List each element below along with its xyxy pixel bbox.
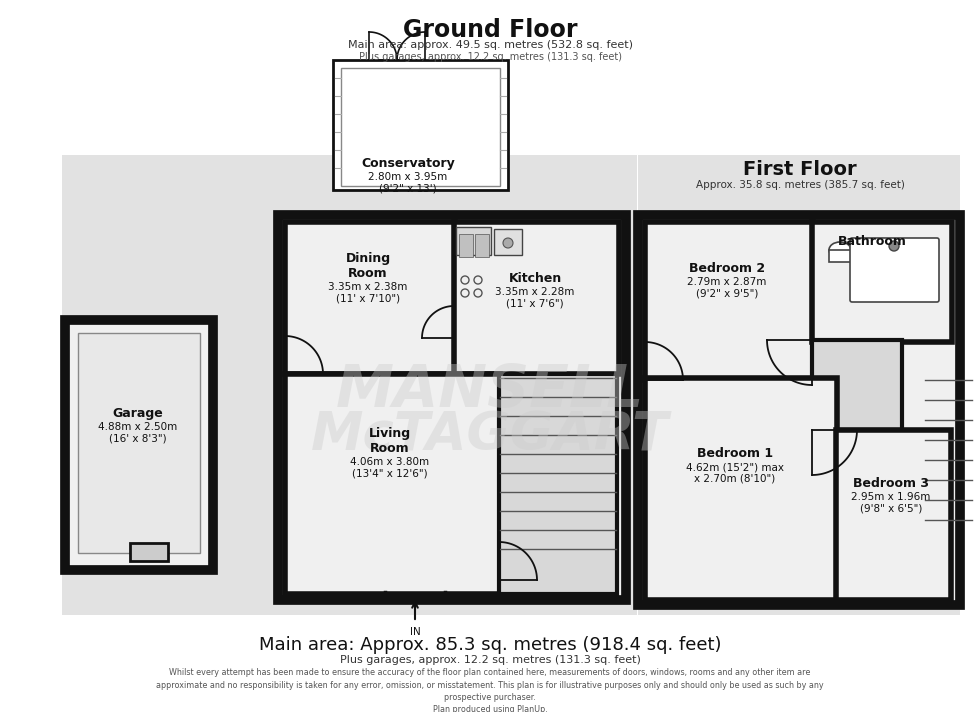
Text: Main area: approx. 49.5 sq. metres (532.8 sq. feet): Main area: approx. 49.5 sq. metres (532.… — [348, 40, 632, 50]
Text: Bedroom 1: Bedroom 1 — [697, 447, 773, 460]
Bar — [333, 60, 508, 190]
Text: 3.35m x 2.28m
(11' x 7'6"): 3.35m x 2.28m (11' x 7'6") — [495, 287, 574, 308]
Circle shape — [503, 238, 513, 248]
Text: 2.79m x 2.87m
(9'2" x 9'5"): 2.79m x 2.87m (9'2" x 9'5") — [687, 277, 766, 298]
Bar — [285, 222, 455, 374]
Bar — [499, 374, 617, 594]
Bar — [645, 378, 837, 600]
Text: 2.80m x 3.95m
(9'2" x 13'): 2.80m x 3.95m (9'2" x 13') — [368, 172, 448, 194]
Text: Bathroom: Bathroom — [838, 235, 906, 248]
Text: McTAGGART: McTAGGART — [311, 409, 669, 461]
Bar — [65, 320, 213, 570]
Text: Garage: Garage — [113, 407, 164, 420]
Text: Main area: Approx. 85.3 sq. metres (918.4 sq. feet): Main area: Approx. 85.3 sq. metres (918.… — [259, 636, 721, 654]
Bar — [278, 215, 626, 600]
FancyBboxPatch shape — [850, 238, 939, 302]
Text: Plus garages, approx. 12.2 sq. metres (131.3 sq. feet): Plus garages, approx. 12.2 sq. metres (1… — [359, 52, 621, 62]
Bar — [812, 222, 952, 342]
Text: 4.62m (15'2") max
x 2.70m (8'10"): 4.62m (15'2") max x 2.70m (8'10") — [686, 462, 784, 483]
Bar — [638, 215, 960, 605]
Text: Kitchen: Kitchen — [509, 272, 562, 285]
Bar — [829, 250, 851, 262]
Text: 3.35m x 2.38m
(11' x 7'10"): 3.35m x 2.38m (11' x 7'10") — [328, 282, 408, 303]
Bar — [285, 374, 500, 594]
Bar — [459, 234, 473, 257]
Bar — [341, 68, 500, 186]
Text: 4.88m x 2.50m
(16' x 8'3"): 4.88m x 2.50m (16' x 8'3") — [98, 422, 177, 444]
Ellipse shape — [829, 242, 851, 258]
Text: Bedroom 3: Bedroom 3 — [853, 477, 929, 490]
Text: Bedroom 2: Bedroom 2 — [689, 262, 765, 275]
Text: Living
Room: Living Room — [368, 427, 411, 455]
Bar — [130, 543, 168, 561]
Bar — [812, 340, 902, 430]
Bar — [456, 227, 491, 255]
Bar — [645, 222, 813, 380]
Bar — [78, 333, 200, 553]
Circle shape — [889, 241, 899, 251]
Bar — [475, 234, 489, 257]
Text: Ground Floor: Ground Floor — [403, 18, 577, 42]
Bar — [836, 430, 951, 600]
Bar — [638, 155, 960, 615]
Text: First Floor: First Floor — [743, 160, 857, 179]
Text: 4.06m x 3.80m
(13'4" x 12'6"): 4.06m x 3.80m (13'4" x 12'6") — [351, 457, 429, 478]
Text: Conservatory: Conservatory — [361, 157, 455, 170]
Text: 2.95m x 1.96m
(9'8" x 6'5"): 2.95m x 1.96m (9'8" x 6'5") — [852, 492, 931, 513]
Bar — [454, 222, 619, 374]
Text: Dining
Room: Dining Room — [345, 252, 391, 280]
Text: Approx. 35.8 sq. metres (385.7 sq. feet): Approx. 35.8 sq. metres (385.7 sq. feet) — [696, 180, 905, 190]
Text: Whilst every attempt has been made to ensure the accuracy of the floor plan cont: Whilst every attempt has been made to en… — [156, 668, 824, 712]
Bar — [494, 229, 522, 255]
Text: Plus garages, approx. 12.2 sq. metres (131.3 sq. feet): Plus garages, approx. 12.2 sq. metres (1… — [339, 655, 641, 665]
Text: IN: IN — [410, 627, 420, 637]
Text: MANSELL: MANSELL — [336, 362, 644, 419]
Bar — [62, 155, 637, 615]
